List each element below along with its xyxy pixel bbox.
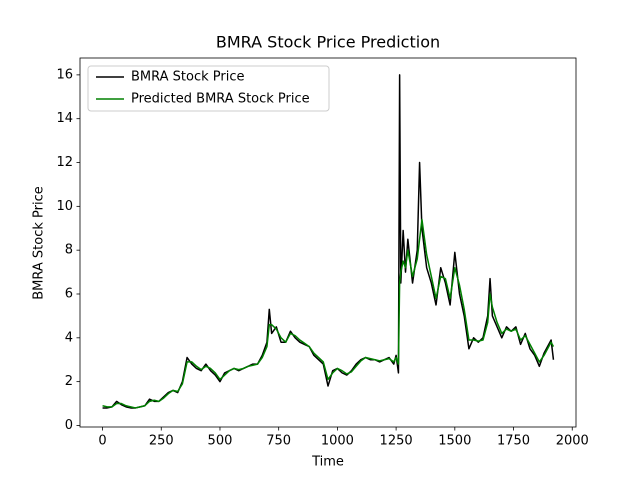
y-tick-label: 2: [65, 374, 73, 389]
y-tick-label: 16: [56, 67, 73, 82]
x-tick-label: 500: [208, 434, 233, 449]
y-tick-label: 6: [65, 286, 73, 301]
y-tick-label: 12: [56, 155, 73, 170]
x-tick-label: 1500: [438, 434, 471, 449]
legend-box: [87, 65, 330, 112]
y-tick-label: 8: [65, 243, 73, 258]
x-tick-label: 250: [149, 434, 174, 449]
legend-label: BMRA Stock Price: [131, 70, 245, 85]
x-tick-label: 1000: [321, 434, 354, 449]
data-line: [102, 74, 555, 409]
chart-title: BMRA Stock Price Prediction: [216, 33, 440, 52]
y-tick-label: 14: [56, 111, 73, 126]
x-tick-label: 750: [266, 434, 291, 449]
x-tick-label: 1750: [497, 434, 530, 449]
y-tick-label: 10: [56, 199, 73, 214]
x-tick-label: 0: [98, 434, 106, 449]
y-tick-label: 4: [65, 330, 73, 345]
data-line: [102, 218, 555, 409]
x-tick-label: 1250: [380, 434, 413, 449]
axes-frame: [79, 57, 577, 428]
y-tick-label: 0: [65, 418, 73, 433]
legend-label: Predicted BMRA Stock Price: [131, 92, 310, 107]
x-axis-label: Time: [311, 455, 344, 470]
y-axis-label: BMRA Stock Price: [32, 186, 47, 300]
x-tick-label: 2000: [556, 434, 589, 449]
